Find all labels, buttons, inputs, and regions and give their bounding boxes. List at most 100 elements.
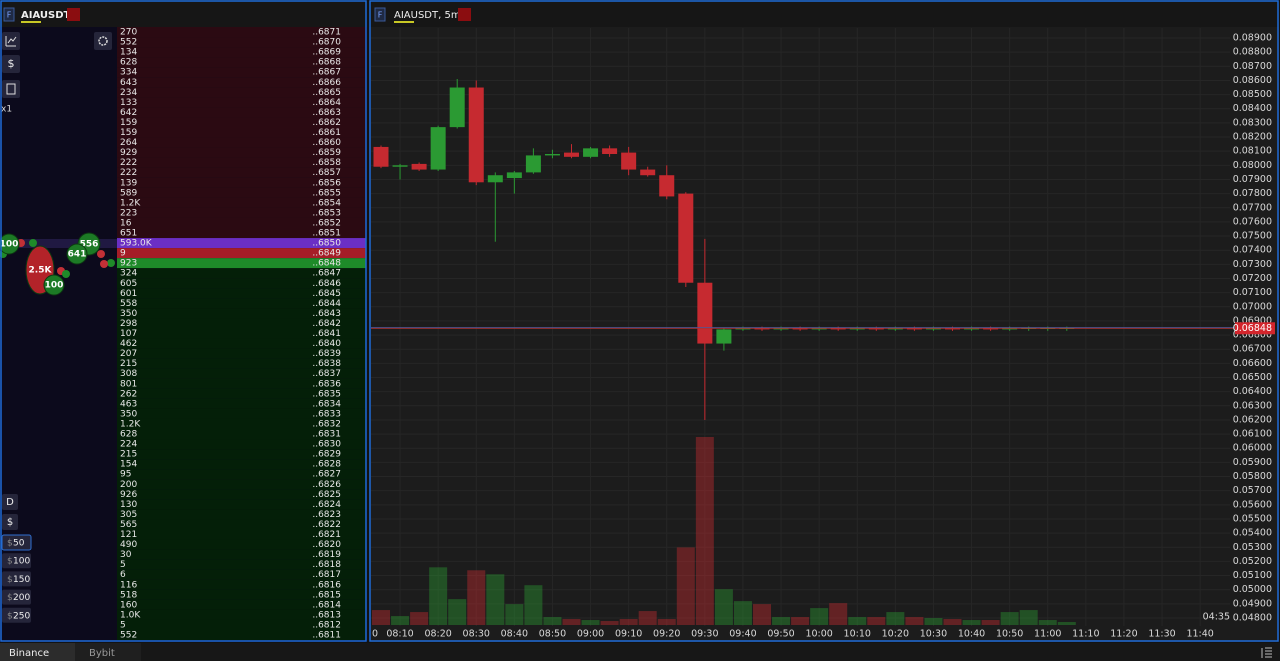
exchange-icon: F [378, 11, 383, 20]
amount-currency[interactable]: $ [7, 539, 13, 549]
amount-currency[interactable]: $ [7, 593, 13, 603]
chart-header [369, 0, 1279, 27]
volume-bar [943, 619, 962, 625]
amount-currency[interactable]: $ [7, 557, 13, 567]
symbol[interactable]: AIAUSDT [21, 10, 71, 21]
volume-bar [886, 612, 905, 625]
side-button[interactable] [2, 494, 18, 510]
color-tag[interactable] [458, 8, 471, 21]
calculator-icon [6, 83, 16, 95]
tab[interactable]: Bybit [89, 648, 115, 659]
book-row [117, 479, 366, 490]
book-price: ..6822 [312, 520, 341, 530]
book-row [117, 47, 366, 58]
bubble-label: 2.5K [29, 266, 53, 276]
y-tick-label: 0.06500 [1233, 372, 1272, 383]
y-tick-label: 0.05400 [1233, 528, 1272, 539]
book-qty: 552 [120, 38, 137, 48]
amount-value[interactable]: 200 [13, 593, 30, 603]
chart-border [369, 0, 1279, 642]
book-price: ..6867 [312, 68, 341, 78]
bubble-label: 100 [0, 240, 18, 250]
book-price: ..6862 [312, 118, 341, 128]
book-qty: 264 [120, 138, 137, 148]
amount-currency[interactable]: $ [7, 575, 13, 585]
book-qty: 628 [120, 58, 137, 68]
book-row [117, 549, 366, 560]
y-tick-label: 0.04900 [1233, 598, 1272, 609]
book-price: ..6815 [312, 590, 341, 600]
book-qty: 159 [120, 118, 137, 128]
y-tick-label: 0.07900 [1233, 174, 1272, 185]
book-row [117, 187, 366, 198]
amount-value[interactable]: 100 [13, 557, 30, 567]
y-tick-label: 0.05100 [1233, 570, 1272, 581]
book-price: ..6856 [312, 178, 341, 188]
menu-icon[interactable] [1261, 647, 1272, 658]
candle-body [602, 148, 618, 155]
book-qty: 605 [120, 279, 137, 289]
book-price: ..6830 [312, 440, 341, 450]
book-qty: 643 [120, 78, 137, 88]
amount-button[interactable] [2, 589, 31, 605]
chart: 0 08:10 08:20 08:30 08:40 08:50 09:00 09:10 09:2… [371, 28, 1275, 640]
tab-inactive[interactable] [75, 643, 141, 661]
amount-value[interactable]: 150 [13, 575, 30, 585]
candle-body [544, 154, 560, 156]
book-price: ..6864 [312, 98, 341, 108]
volume-bar [962, 620, 981, 625]
dot [62, 270, 70, 278]
book-price: ..6842 [312, 319, 341, 329]
candle-body [564, 152, 579, 157]
book-qty: 350 [120, 309, 137, 319]
dollar-tool[interactable] [2, 55, 20, 73]
amount-button[interactable] [2, 553, 31, 569]
book-qty: 5 [120, 620, 126, 630]
dot [107, 259, 115, 267]
candle-body [506, 172, 522, 179]
amount-value[interactable]: 50 [13, 539, 25, 549]
dot [100, 260, 108, 268]
book-qty: 160 [120, 600, 137, 610]
volume-bar [1000, 612, 1019, 625]
volume-bar [848, 617, 867, 625]
book-qty: 9 [120, 249, 126, 259]
volume-bar [733, 601, 752, 625]
y-tick-label: 0.07500 [1233, 231, 1272, 242]
book-price: ..6850 [312, 239, 341, 249]
y-tick-label: 0.08900 [1233, 33, 1272, 44]
tab-active[interactable] [0, 643, 75, 661]
book-qty: 134 [120, 48, 137, 58]
book-row [117, 167, 366, 178]
book-qty: 308 [120, 369, 137, 379]
y-tick-label: 0.05300 [1233, 542, 1272, 553]
side-button-label[interactable]: $ [7, 517, 13, 528]
timer: 04:35 [1203, 612, 1230, 623]
amount-value[interactable]: 250 [13, 611, 30, 621]
candle-body [411, 163, 427, 170]
y-tick-label: 0.05700 [1233, 485, 1272, 496]
book-row [117, 137, 366, 148]
calculator-tool[interactable] [2, 80, 20, 98]
x-tick-label: 09:30 [691, 629, 718, 640]
amount-button[interactable] [2, 571, 31, 587]
x-tick-label: 09:10 [615, 629, 642, 640]
candle-body [678, 193, 694, 283]
amount-currency[interactable]: $ [7, 611, 13, 621]
amount-button[interactable] [2, 607, 31, 623]
book-row [117, 258, 366, 269]
y-tick-label: 0.05600 [1233, 499, 1272, 510]
book-qty: 642 [120, 108, 137, 118]
side-button[interactable] [2, 514, 18, 530]
amount-button[interactable] [1, 534, 32, 551]
tab[interactable]: Binance [9, 648, 49, 659]
book-qty: 462 [120, 339, 137, 349]
color-tag[interactable] [67, 8, 80, 21]
y-tick-label: 0.05200 [1233, 556, 1272, 567]
side-button-label[interactable]: D [6, 497, 14, 508]
volume-bar [810, 608, 829, 625]
book-row [117, 378, 366, 389]
chart-tool[interactable] [2, 32, 20, 50]
y-tick-label: 0.05500 [1233, 513, 1272, 524]
settings[interactable] [94, 32, 112, 50]
